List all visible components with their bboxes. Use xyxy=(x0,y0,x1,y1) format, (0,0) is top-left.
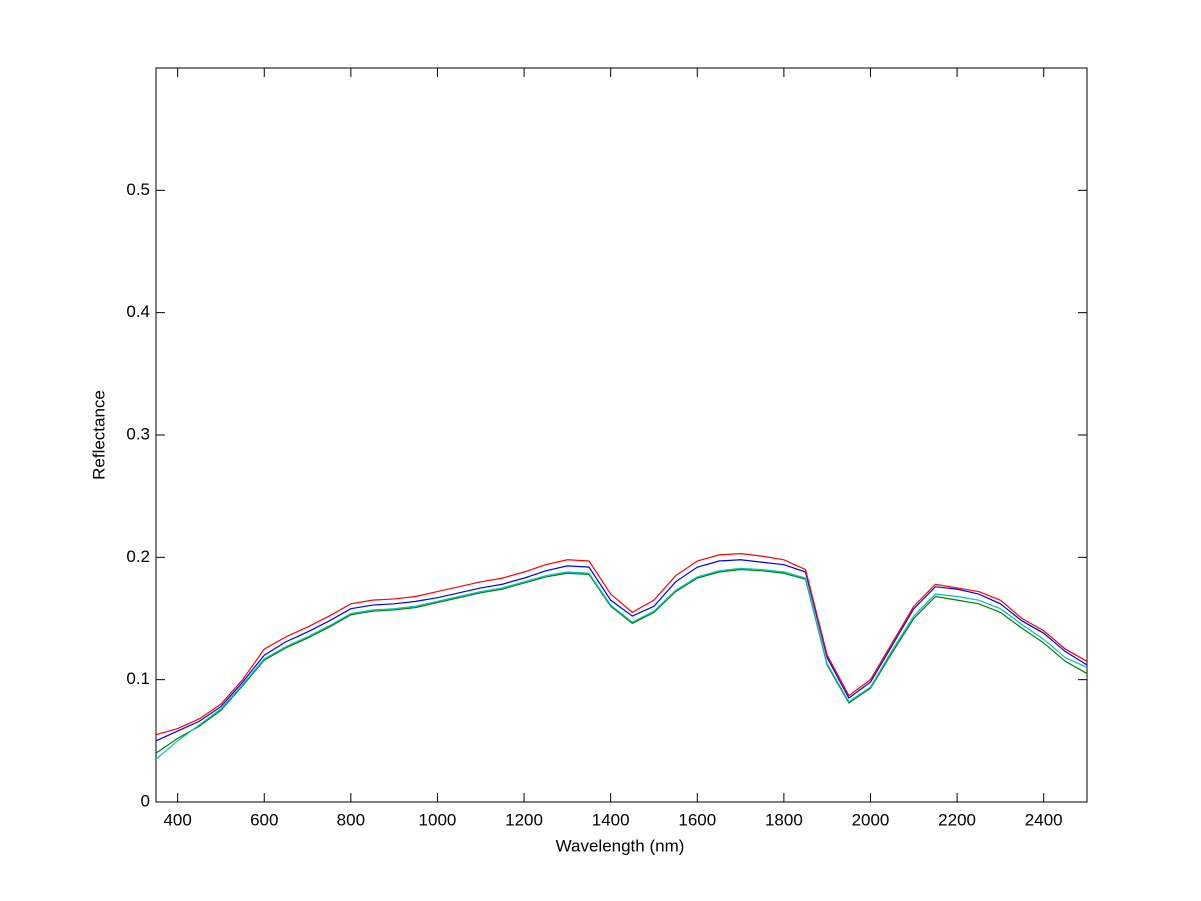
x-tick-label: 2000 xyxy=(852,810,890,829)
y-tick-label: 0.2 xyxy=(126,547,150,566)
x-tick-label: 1800 xyxy=(765,810,803,829)
x-axis-label: Wavelength (nm) xyxy=(556,836,685,855)
data-line xyxy=(155,553,1088,736)
y-tick-label: 0.3 xyxy=(126,424,150,443)
x-tick-label: 800 xyxy=(337,810,365,829)
data-line xyxy=(155,567,1088,760)
y-axis-label: Reflectance xyxy=(89,390,108,480)
data-line xyxy=(155,568,1088,754)
x-tick-label: 1200 xyxy=(505,810,543,829)
x-tick-label: 1600 xyxy=(678,810,716,829)
y-tick-label: 0.5 xyxy=(126,180,150,199)
x-tick-label: 2400 xyxy=(1025,810,1063,829)
y-tick-label: 0.1 xyxy=(126,669,150,688)
data-line xyxy=(155,559,1088,742)
x-tick-label: 1000 xyxy=(419,810,457,829)
plot-area xyxy=(155,67,1088,803)
x-tick-label: 1400 xyxy=(592,810,630,829)
y-tick-label: 0 xyxy=(141,791,150,810)
x-tick-label: 400 xyxy=(163,810,191,829)
x-tick-label: 600 xyxy=(250,810,278,829)
x-tick-label: 2200 xyxy=(938,810,976,829)
y-tick-label: 0.4 xyxy=(126,302,150,321)
